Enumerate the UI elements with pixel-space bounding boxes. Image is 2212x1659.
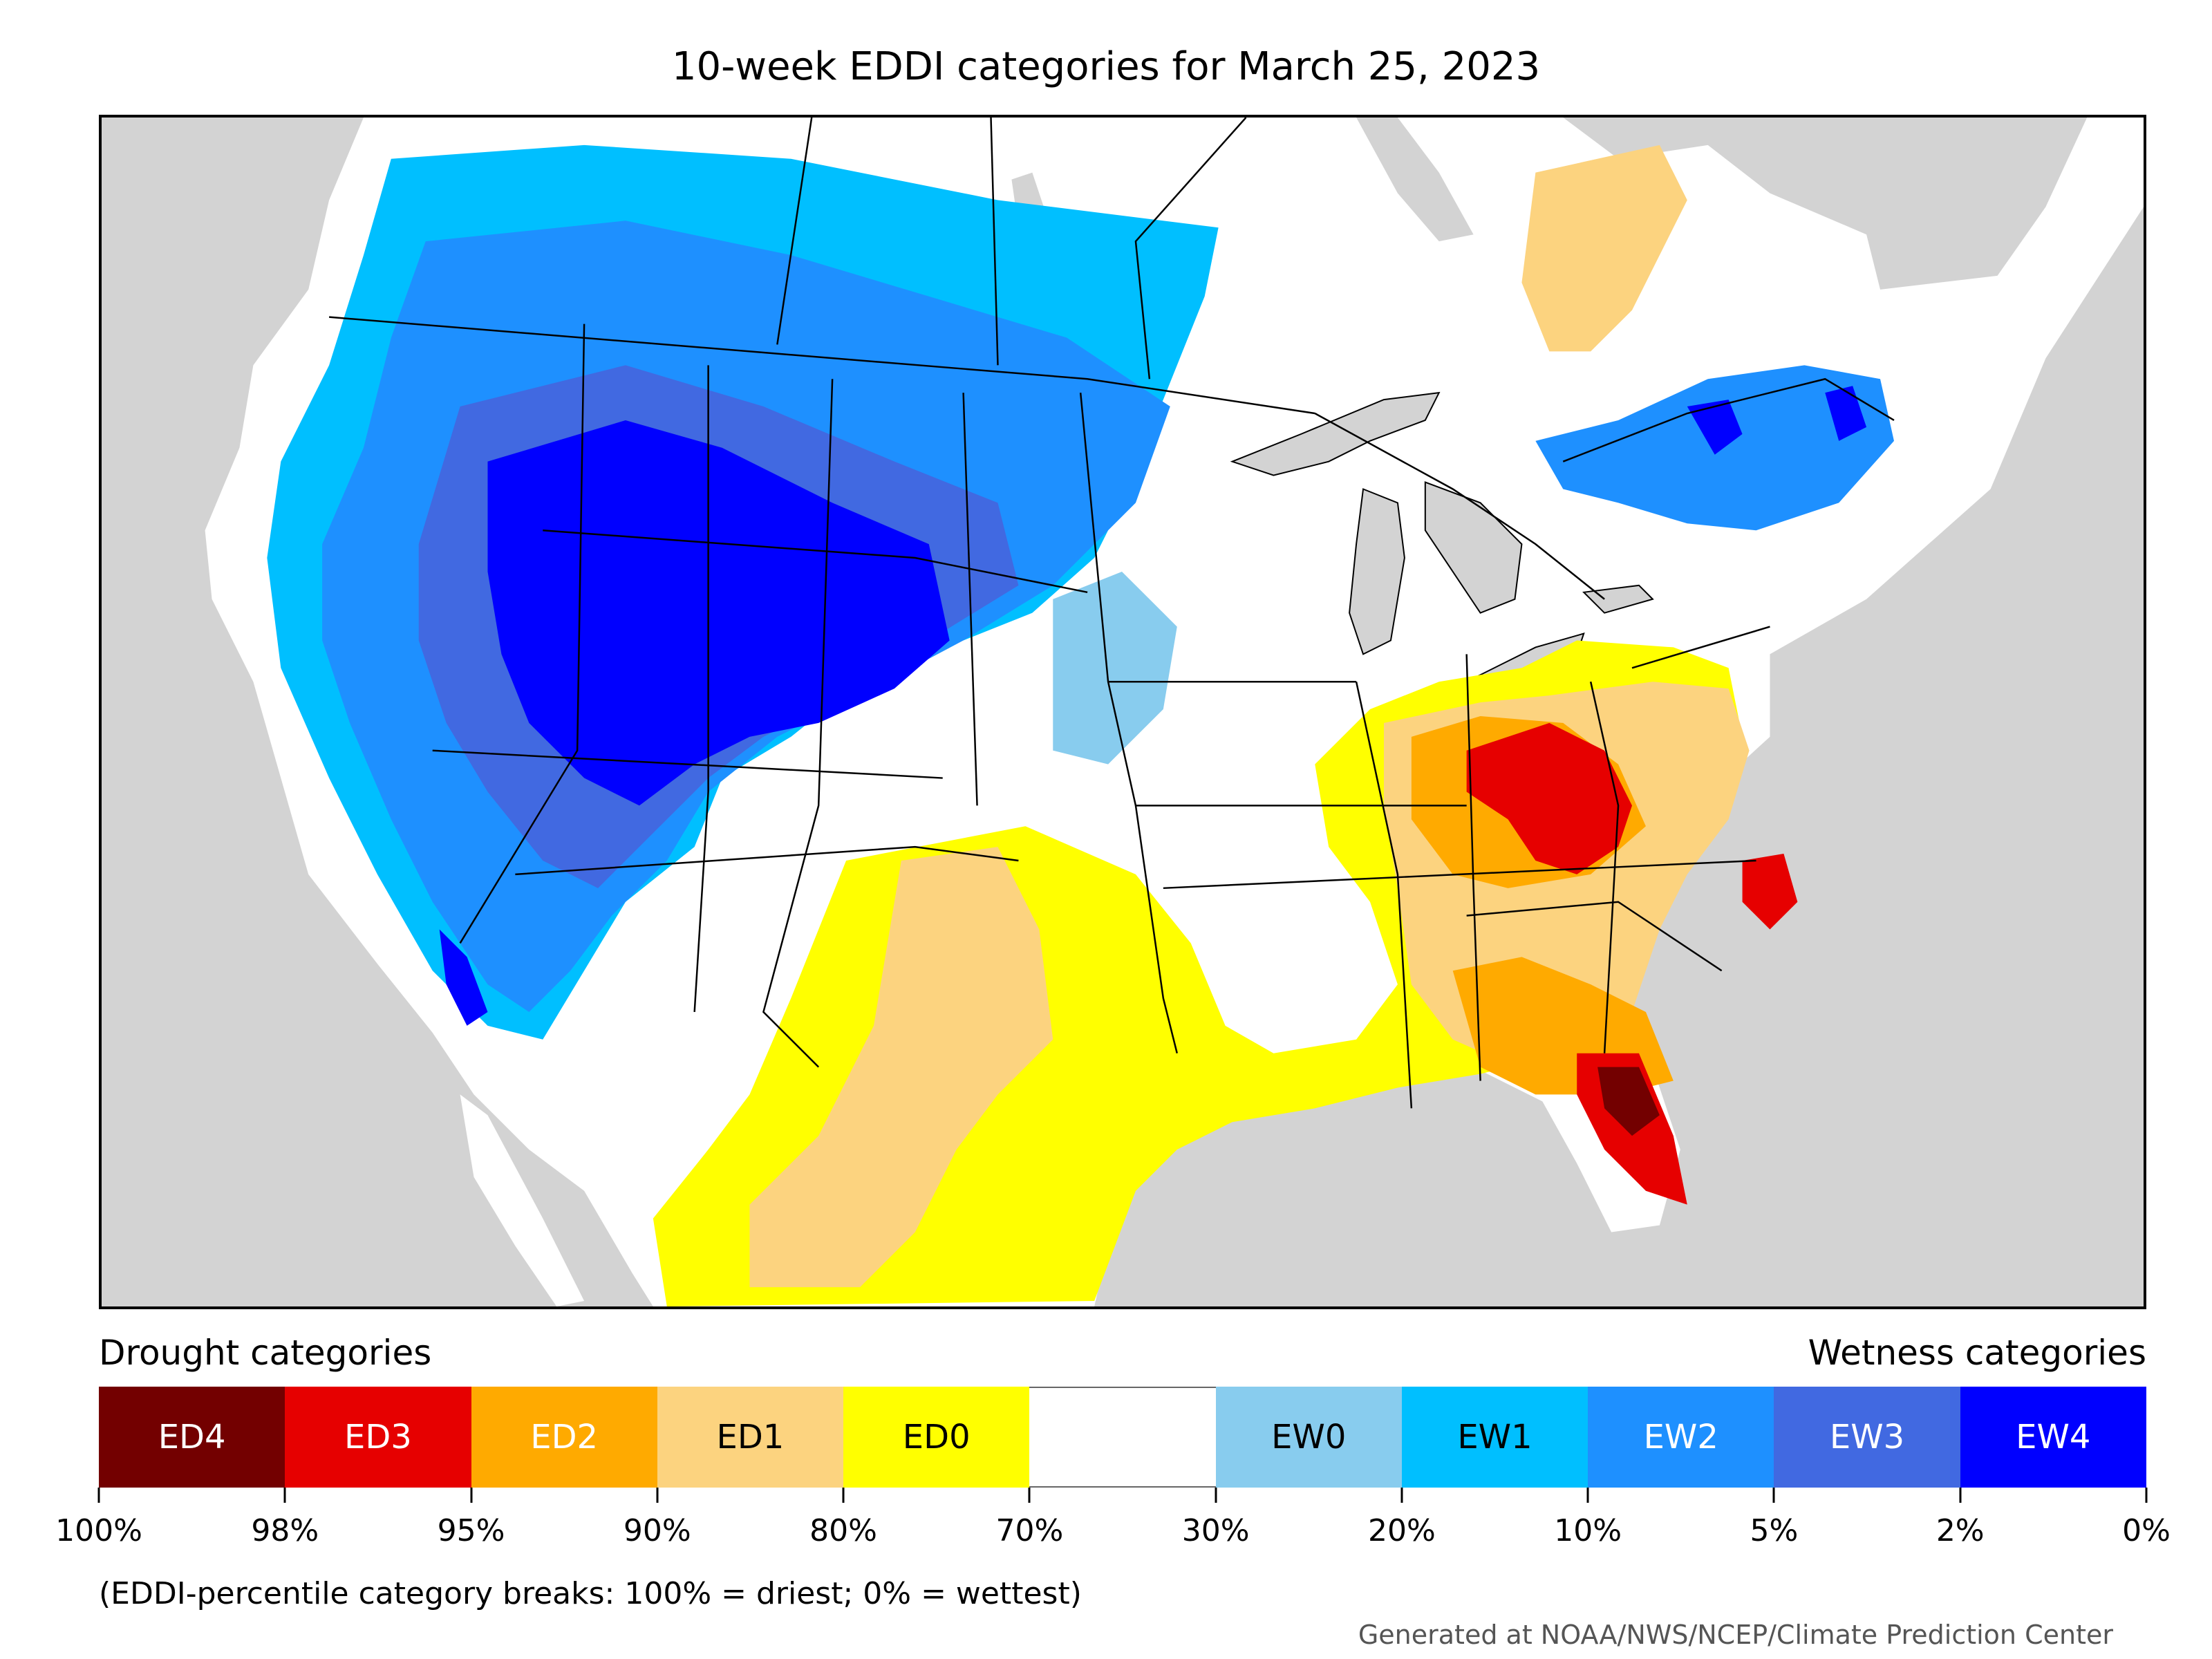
political-borders bbox=[329, 118, 1895, 1109]
legend-tick-label: 10% bbox=[1554, 1513, 1622, 1548]
legend-tick-mark bbox=[1028, 1488, 1031, 1503]
dry-ed1-texas bbox=[749, 847, 1053, 1288]
legend-tick-mark bbox=[656, 1488, 659, 1503]
legend-ticks: 100% 98% 95% 90% 80% 70% 30% 20% 10% 5% 2% 0% bbox=[55, 1488, 2171, 1557]
wetness-categories-label: Wetness categories bbox=[1808, 1333, 2146, 1373]
baja-peninsula bbox=[460, 1094, 585, 1306]
legend-tick-label: 100% bbox=[55, 1513, 142, 1548]
lake-ontario bbox=[1582, 584, 1654, 614]
legend-cell-ew1: EW1 bbox=[1401, 1387, 1588, 1488]
legend-tick-label: 5% bbox=[1750, 1513, 1799, 1548]
legend-cell-ew2: EW2 bbox=[1588, 1387, 1774, 1488]
legend-tick-label: 80% bbox=[809, 1513, 877, 1548]
legend-cell-ew3: EW3 bbox=[1774, 1387, 1960, 1488]
legend-tick-label: 90% bbox=[623, 1513, 691, 1548]
dry-ed1-ontario bbox=[1521, 144, 1687, 352]
hudson-bay-edge bbox=[1356, 118, 1474, 242]
dry-ed4-florida bbox=[1597, 1067, 1660, 1136]
dry-ed3-kentucky bbox=[1466, 722, 1633, 874]
legend-cell-ed3: ED3 bbox=[285, 1387, 471, 1488]
wet-ew4-maine bbox=[1825, 386, 1867, 441]
legend-tick-mark bbox=[470, 1488, 473, 1503]
eddi-map bbox=[99, 115, 2146, 1309]
legend-cell-ed2: ED2 bbox=[471, 1387, 657, 1488]
legend-tick-label: 20% bbox=[1368, 1513, 1436, 1548]
legend-colorbar: ED4 ED3 ED2 ED1 ED0 EW0 EW1 EW2 EW3 EW4 bbox=[99, 1387, 2146, 1488]
percentile-note: (EDDI-percentile category breaks: 100% =… bbox=[99, 1576, 1082, 1611]
legend-tick-mark bbox=[842, 1488, 845, 1503]
legend-tick-mark bbox=[1959, 1488, 1962, 1503]
legend-tick-mark bbox=[1400, 1488, 1403, 1503]
legend-tick-mark bbox=[1772, 1488, 1775, 1503]
drought-categories-label: Drought categories bbox=[99, 1333, 432, 1373]
legend-tick-mark bbox=[1215, 1488, 1217, 1503]
credit-text: Generated at NOAA/NWS/NCEP/Climate Predi… bbox=[1358, 1620, 2113, 1650]
wet-ew4-south-cal bbox=[439, 929, 488, 1026]
dry-ed3-north-carolina bbox=[1742, 854, 1798, 930]
wet-ew0-plains bbox=[1053, 571, 1177, 765]
map-title: 10-week EDDI categories for March 25, 20… bbox=[671, 44, 1541, 89]
legend-cell-ew0: EW0 bbox=[1215, 1387, 1402, 1488]
legend-tick-label: 0% bbox=[2122, 1513, 2171, 1548]
legend-cell-ew4: EW4 bbox=[1960, 1387, 2146, 1488]
legend-tick-label: 98% bbox=[251, 1513, 319, 1548]
legend-tick-label: 30% bbox=[1181, 1513, 1250, 1548]
legend-cell-ed1: ED1 bbox=[657, 1387, 844, 1488]
lake-superior bbox=[1230, 391, 1441, 476]
wet-ew4-rockies bbox=[487, 420, 950, 806]
legend-tick-mark bbox=[1586, 1488, 1589, 1503]
legend-cell-neutral bbox=[1029, 1387, 1216, 1488]
lake-michigan bbox=[1349, 488, 1405, 655]
lake-huron bbox=[1424, 481, 1523, 614]
legend-tick-mark bbox=[97, 1488, 100, 1503]
legend-tick-label: 70% bbox=[995, 1513, 1064, 1548]
legend-tick-mark bbox=[283, 1488, 286, 1503]
wet-ew4-quebec bbox=[1687, 400, 1743, 455]
legend-tick-label: 95% bbox=[437, 1513, 505, 1548]
legend-tick-label: 2% bbox=[1936, 1513, 1985, 1548]
legend-cell-ed0: ED0 bbox=[843, 1387, 1030, 1488]
legend-cell-ed4: ED4 bbox=[99, 1387, 285, 1488]
legend-tick-mark bbox=[2145, 1488, 2148, 1503]
